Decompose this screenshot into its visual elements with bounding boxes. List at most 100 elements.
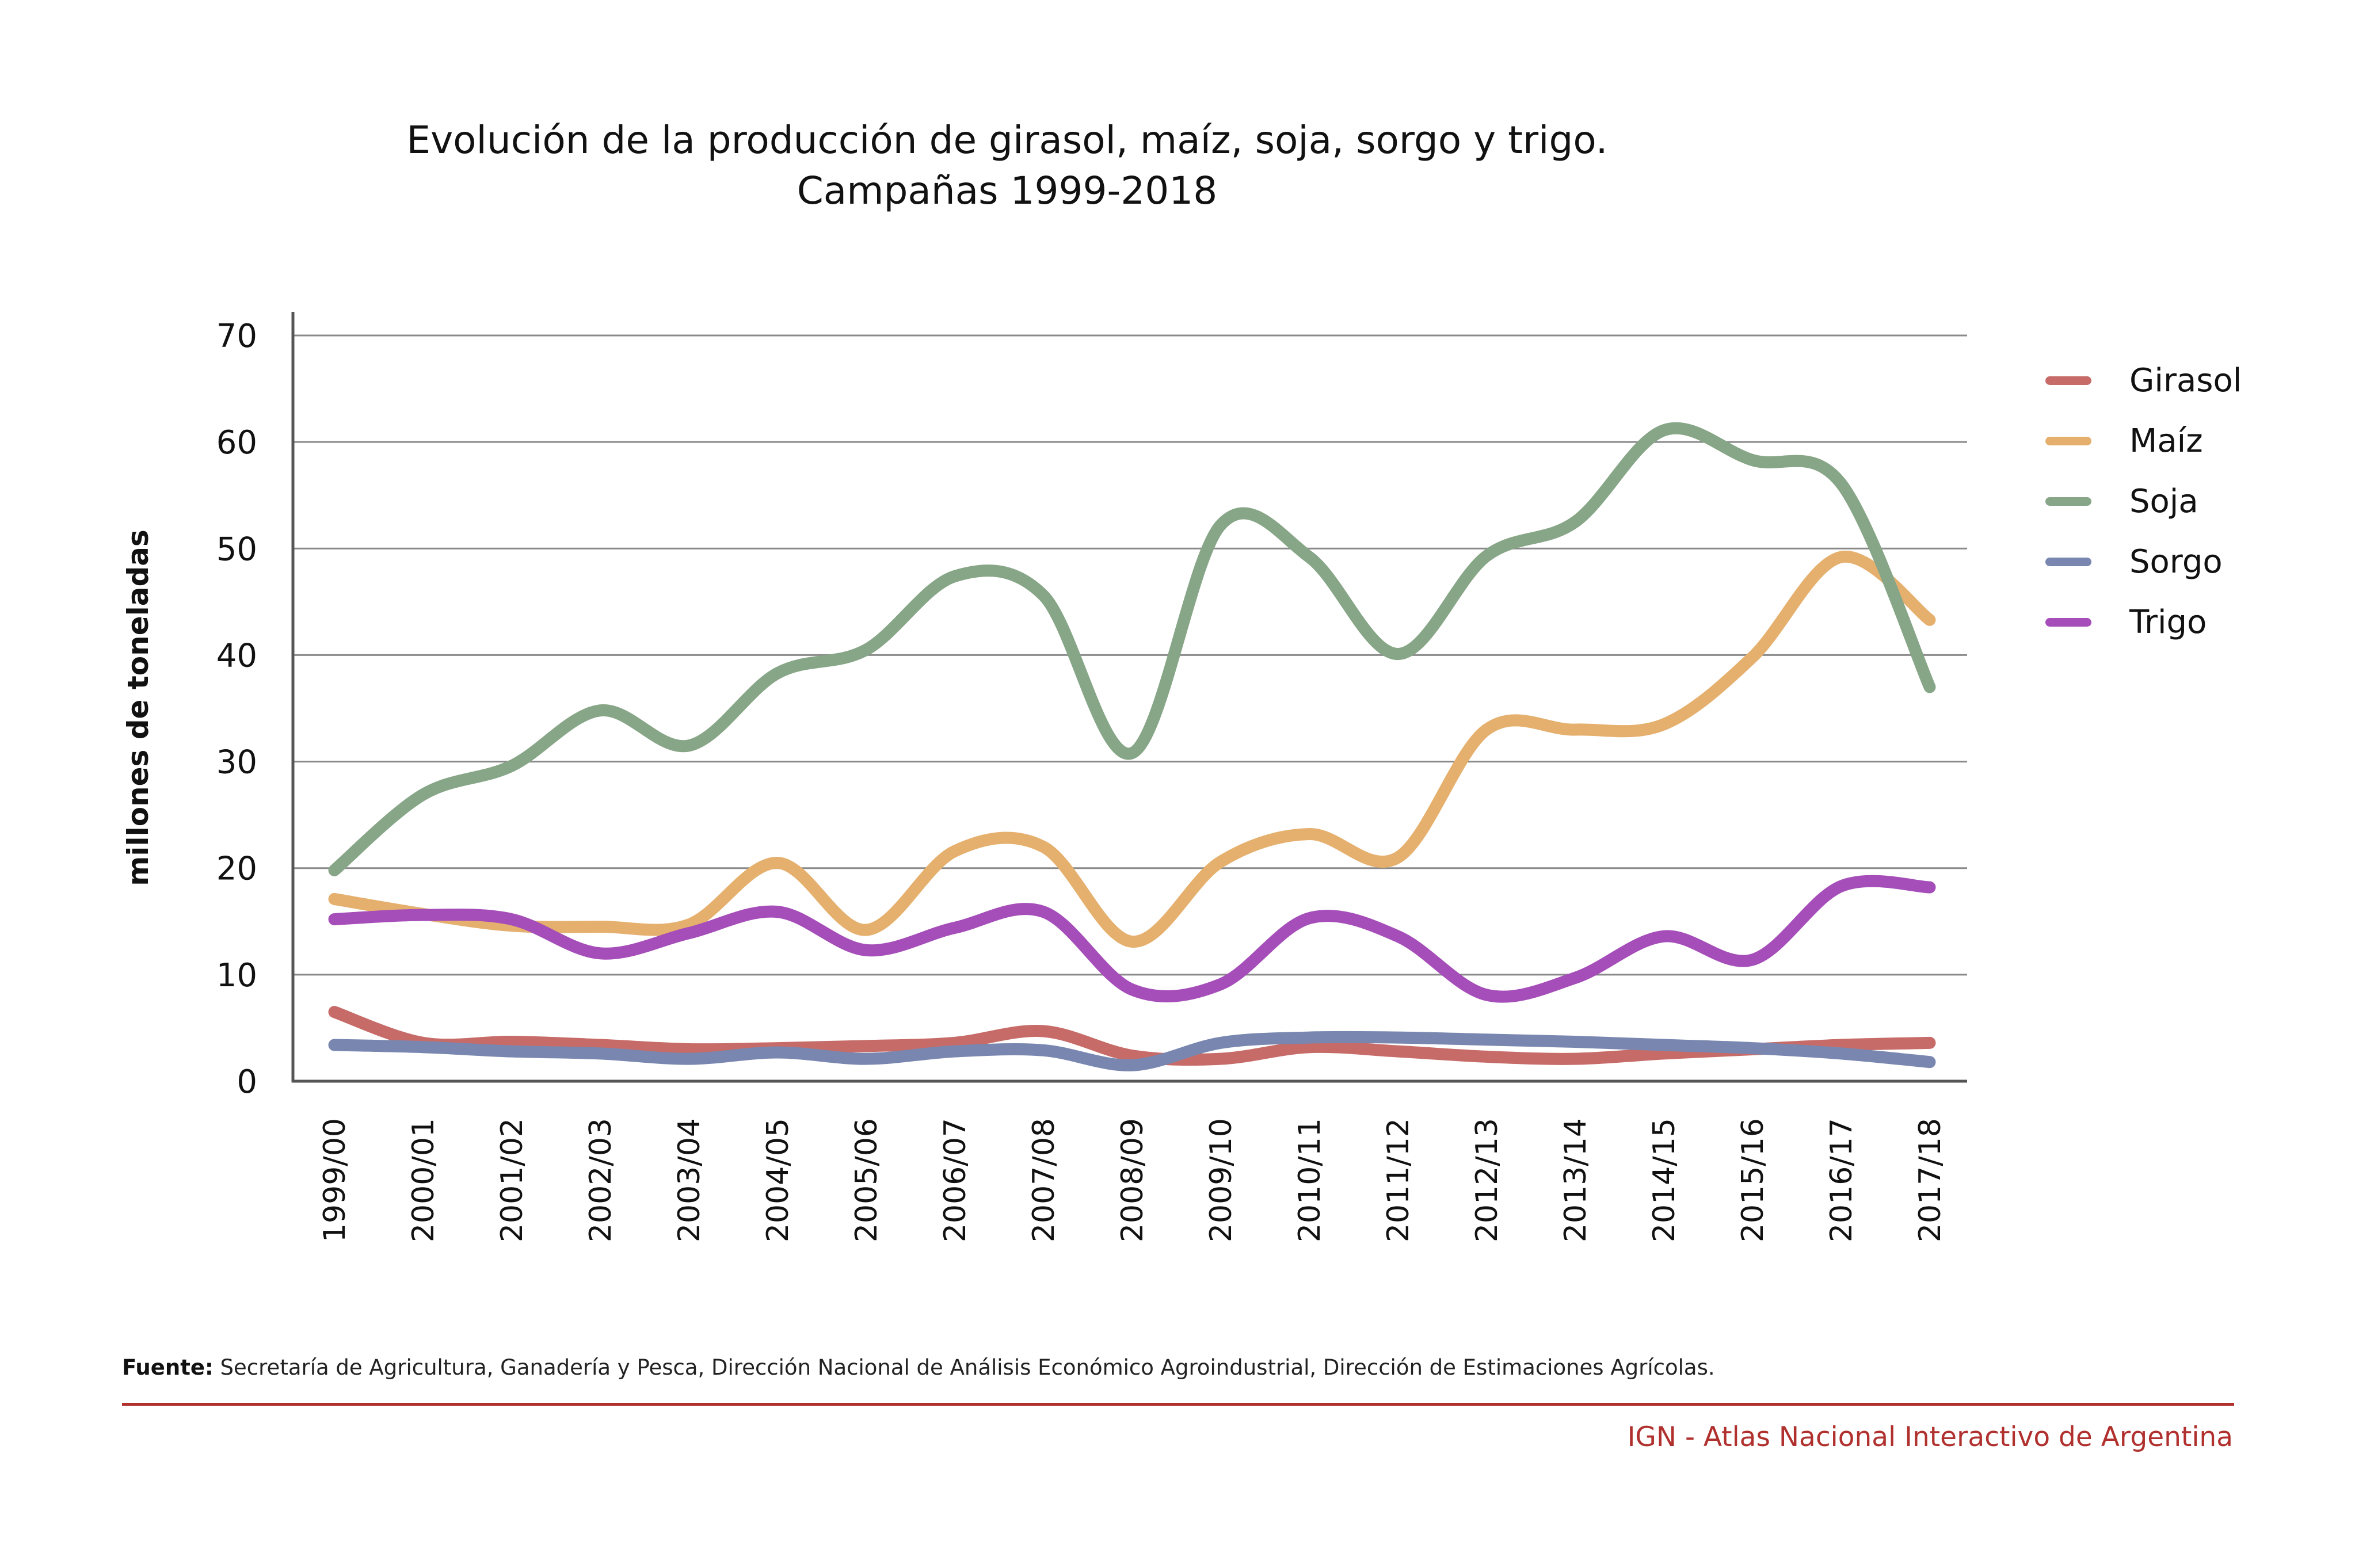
x-tick-label: 2004/05 bbox=[761, 1118, 795, 1242]
chart-title-line1: Evolución de la producción de girasol, m… bbox=[406, 118, 1608, 162]
series-line-girasol bbox=[328, 1006, 1936, 1066]
data-point bbox=[1924, 681, 1935, 693]
data-point bbox=[1569, 1036, 1581, 1047]
y-tick-label: 0 bbox=[237, 1063, 257, 1101]
x-tick-label: 2003/04 bbox=[672, 1118, 707, 1242]
x-tick-label: 2012/13 bbox=[1470, 1118, 1504, 1242]
data-point bbox=[1747, 651, 1758, 663]
data-point bbox=[1215, 1037, 1226, 1048]
legend-swatch bbox=[2045, 618, 2091, 627]
chart-title-line2: Campañas 1999-2018 bbox=[797, 169, 1218, 213]
y-tick-label: 30 bbox=[216, 744, 257, 781]
series-line-maiz bbox=[328, 550, 1936, 948]
data-point bbox=[1126, 1059, 1138, 1071]
data-point bbox=[949, 570, 961, 582]
data-point bbox=[772, 667, 783, 679]
data-point bbox=[772, 1047, 783, 1058]
data-point bbox=[1304, 1032, 1315, 1043]
data-point bbox=[506, 1046, 517, 1057]
data-point bbox=[1038, 1044, 1049, 1056]
legend-item: Trigo bbox=[2045, 598, 2287, 650]
data-point bbox=[329, 1039, 340, 1051]
data-point bbox=[1747, 1043, 1758, 1054]
data-point bbox=[1304, 828, 1315, 840]
data-point bbox=[1835, 1048, 1847, 1059]
data-point bbox=[860, 1040, 872, 1052]
y-tick-label: 60 bbox=[216, 424, 257, 461]
data-point bbox=[1924, 614, 1935, 625]
x-tick-label: 2007/08 bbox=[1027, 1118, 1061, 1242]
axes bbox=[291, 312, 1967, 1083]
data-point bbox=[1747, 954, 1758, 966]
data-point bbox=[1481, 1051, 1492, 1062]
data-point bbox=[1481, 1034, 1492, 1046]
data-point bbox=[595, 948, 606, 959]
legend-label: Sorgo bbox=[2129, 543, 2223, 581]
data-point bbox=[1215, 520, 1226, 531]
data-point bbox=[1658, 930, 1670, 942]
legend-item: Maíz bbox=[2045, 417, 2287, 469]
data-point bbox=[1924, 1037, 1935, 1048]
data-point bbox=[949, 1046, 961, 1057]
data-point bbox=[1038, 590, 1049, 601]
series-lines bbox=[328, 422, 1936, 1071]
legend-swatch bbox=[2045, 437, 2091, 445]
y-tick-label: 40 bbox=[216, 637, 257, 674]
x-tick-label: 2011/12 bbox=[1381, 1118, 1416, 1242]
data-point bbox=[506, 760, 517, 772]
data-point bbox=[1215, 979, 1226, 990]
legend-item: Soja bbox=[2045, 478, 2287, 529]
data-point bbox=[949, 922, 961, 933]
legend-item: Sorgo bbox=[2045, 538, 2287, 590]
x-tick-labels: 1999/00 2000/01 2001/02 2002/03 2003/04 2004/… bbox=[318, 1118, 1948, 1242]
x-tick-label: 2008/09 bbox=[1115, 1118, 1150, 1242]
data-point bbox=[1658, 719, 1670, 730]
data-point bbox=[329, 914, 340, 925]
y-tick-label: 70 bbox=[216, 318, 257, 355]
data-point bbox=[860, 924, 872, 936]
x-tick-label: 2014/15 bbox=[1647, 1118, 1682, 1242]
data-point bbox=[683, 928, 695, 939]
data-point bbox=[1658, 1039, 1670, 1051]
data-point bbox=[1038, 906, 1049, 918]
legend-swatch bbox=[2045, 376, 2091, 385]
data-point bbox=[1392, 930, 1404, 942]
y-tick-labels: 0 10 20 30 40 50 60 70 bbox=[216, 318, 257, 1101]
data-point bbox=[1835, 551, 1847, 563]
data-point bbox=[595, 921, 606, 933]
x-tick-label: 2001/02 bbox=[495, 1118, 529, 1242]
data-point bbox=[1835, 880, 1847, 892]
data-point bbox=[329, 864, 340, 876]
legend-label: Maíz bbox=[2129, 422, 2203, 460]
data-point bbox=[1038, 1025, 1049, 1037]
series-line-trigo bbox=[328, 875, 1936, 1003]
x-tick-label: 2002/03 bbox=[584, 1118, 618, 1242]
data-point bbox=[417, 789, 429, 800]
legend-swatch bbox=[2045, 558, 2091, 566]
data-point bbox=[1835, 478, 1847, 489]
x-tick-label: 2005/06 bbox=[849, 1118, 884, 1242]
y-tick-label: 10 bbox=[216, 957, 257, 994]
y-tick-label: 20 bbox=[216, 850, 257, 888]
x-tick-label: 2017/18 bbox=[1913, 1118, 1948, 1242]
data-point bbox=[1569, 1053, 1581, 1065]
legend-label: Girasol bbox=[2129, 362, 2242, 399]
series-line-sorgo bbox=[328, 1031, 1936, 1071]
x-tick-label: 2006/07 bbox=[938, 1118, 973, 1242]
footer-credit: IGN - Atlas Nacional Interactivo de Arge… bbox=[1627, 1421, 2233, 1453]
data-point bbox=[683, 740, 695, 751]
footer-divider bbox=[122, 1403, 2234, 1406]
data-point bbox=[772, 906, 783, 918]
data-point bbox=[860, 944, 872, 956]
data-point bbox=[506, 914, 517, 925]
data-point bbox=[1481, 550, 1492, 562]
y-tick-label: 50 bbox=[216, 531, 257, 568]
x-tick-label: 2010/11 bbox=[1293, 1118, 1327, 1242]
x-tick-label: 2015/16 bbox=[1736, 1118, 1770, 1242]
data-point bbox=[1392, 648, 1404, 660]
data-point bbox=[1215, 856, 1226, 868]
data-point bbox=[1392, 852, 1404, 863]
x-tick-label: 2016/17 bbox=[1824, 1118, 1859, 1242]
data-point bbox=[949, 845, 961, 857]
data-point bbox=[1215, 1053, 1226, 1065]
